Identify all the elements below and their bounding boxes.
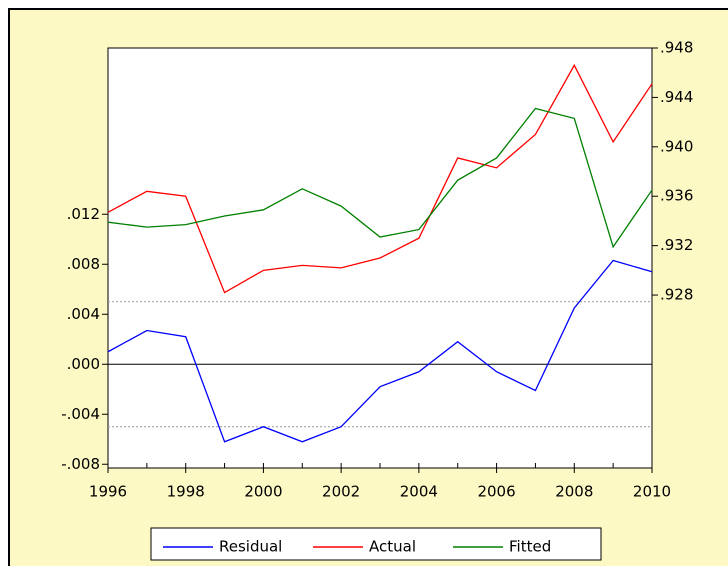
y2-tick-label: .944: [660, 88, 693, 106]
y-tick-label: .012: [67, 205, 100, 223]
y-tick-label: .004: [67, 305, 100, 323]
y-tick-label: .008: [67, 255, 100, 273]
x-tick-label: 2002: [322, 483, 360, 501]
x-tick-label: 1998: [167, 483, 205, 501]
y-tick-label: -.004: [61, 405, 100, 423]
x-tick-label: 2010: [633, 483, 671, 501]
legend-label: Actual: [369, 538, 416, 556]
x-tick-label: 1996: [89, 483, 127, 501]
legend: [150, 527, 602, 561]
y2-tick-label: .928: [660, 286, 693, 304]
series-line: [107, 259, 653, 443]
legend-label: Fitted: [509, 538, 551, 556]
y-tick-label: .000: [67, 355, 100, 373]
series-line: [107, 107, 653, 249]
legend-label: Residual: [219, 538, 282, 556]
x-tick-label: 2000: [244, 483, 282, 501]
y2-tick-label: .932: [660, 236, 693, 254]
series-line: [107, 63, 653, 294]
x-tick-label: 2006: [477, 483, 515, 501]
x-tick-label: 2004: [400, 483, 438, 501]
y2-tick-label: .940: [660, 137, 693, 155]
x-tick-label: 2008: [555, 483, 593, 501]
y-tick-label: -.008: [61, 455, 100, 473]
y2-tick-label: .948: [660, 39, 693, 57]
y2-tick-label: .936: [660, 187, 693, 205]
